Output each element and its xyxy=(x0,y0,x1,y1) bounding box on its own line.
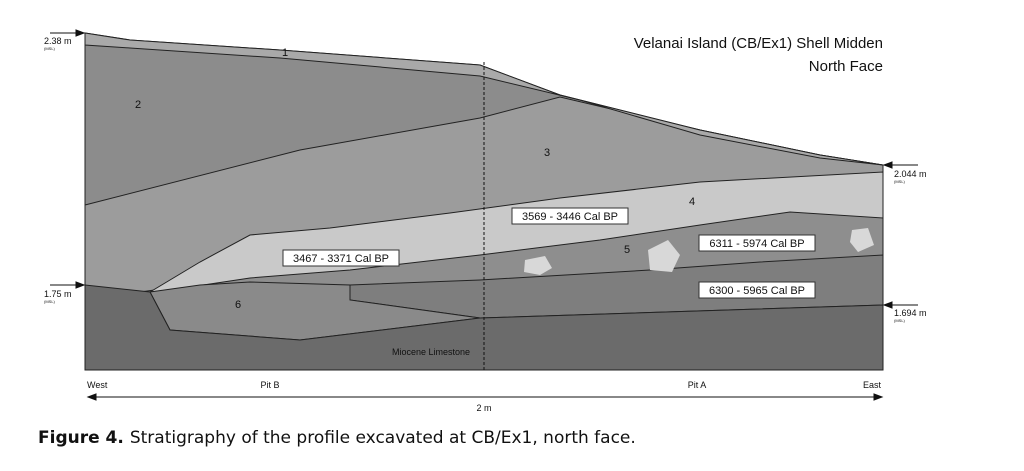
date: 3467 - 3371 Cal BP xyxy=(293,253,389,265)
date: 6311 - 5974 Cal BP xyxy=(709,238,804,250)
stone xyxy=(524,256,552,275)
elevation: 1.75 m xyxy=(44,289,72,299)
layer-label: 5 xyxy=(624,244,630,256)
stone xyxy=(648,240,680,272)
elevation-note: (MSL) xyxy=(894,179,906,184)
stone xyxy=(850,228,874,252)
arrowhead xyxy=(873,393,884,401)
date-box xyxy=(282,249,400,267)
elevation-note: (MSL) xyxy=(44,46,56,51)
date-box xyxy=(698,281,816,299)
date: 6300 - 5965 Cal BP xyxy=(709,285,805,297)
pit-label: Pit B xyxy=(260,380,279,390)
elevation: 2.044 m xyxy=(894,169,927,179)
caption-label: Figure 4. xyxy=(38,428,124,448)
arrowhead xyxy=(882,161,893,169)
elevation: 1.694 m xyxy=(894,308,927,318)
title: North Face xyxy=(809,58,883,75)
arrowhead xyxy=(86,393,97,401)
arrowhead xyxy=(882,301,893,309)
arrowhead xyxy=(75,29,86,37)
arrowhead xyxy=(75,281,86,289)
date: 3569 - 3446 Cal BP xyxy=(522,211,618,223)
elevation-note: (MSL) xyxy=(894,318,906,323)
layer-label: 4 xyxy=(689,196,695,208)
direction: East xyxy=(863,380,882,390)
caption: Figure 4. Stratigraphy of the profile exc… xyxy=(38,428,636,448)
date-box xyxy=(511,207,629,225)
layer-label: 1 xyxy=(282,47,288,59)
date-box xyxy=(698,234,816,252)
layer-label: 3 xyxy=(544,147,550,159)
elevation: 2.38 m xyxy=(44,36,72,46)
elevation-note: (MSL) xyxy=(44,299,56,304)
scale-label: 2 m xyxy=(476,403,491,413)
pit-label: Pit A xyxy=(688,380,707,390)
markers xyxy=(50,29,918,401)
direction: West xyxy=(87,380,108,390)
layer-label: 2 xyxy=(135,99,141,111)
caption-text: Stratigraphy of the profile excavated at… xyxy=(130,428,636,448)
bedrock-label: Miocene Limestone xyxy=(392,347,470,357)
layer-1 xyxy=(84,32,884,166)
title: Velanai Island (CB/Ex1) Shell Midden xyxy=(634,35,883,52)
layer-label: 6 xyxy=(235,299,241,311)
